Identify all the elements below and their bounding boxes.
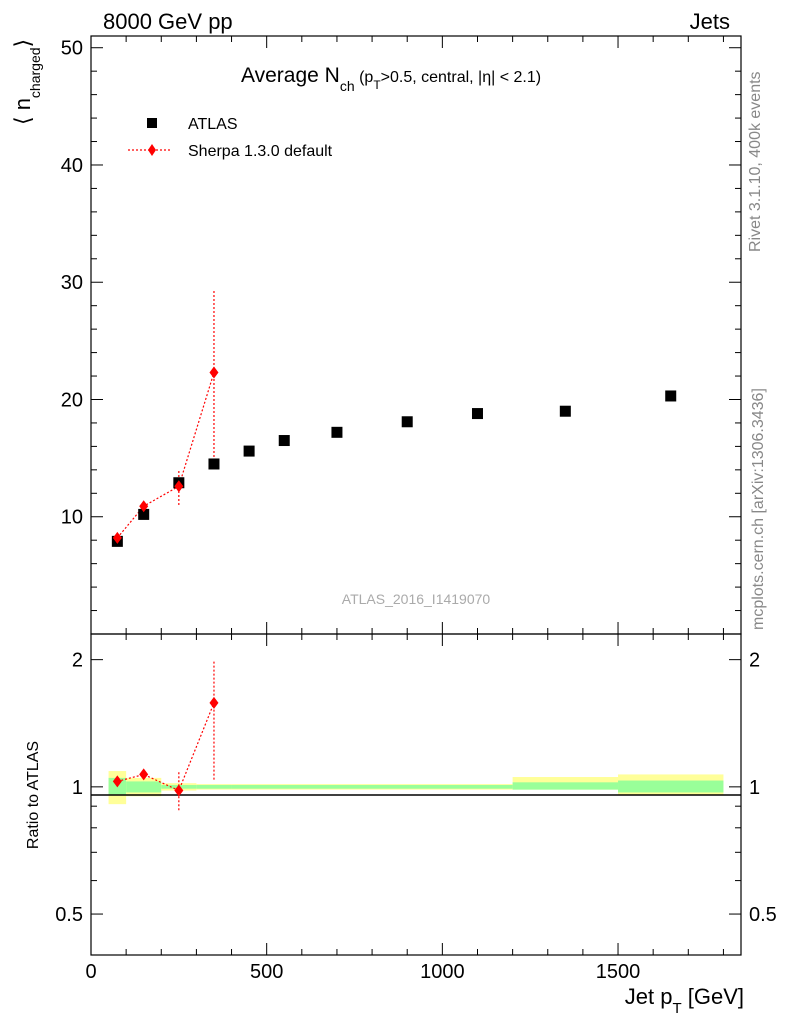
x-tick-labels: 0 500 1000 1500: [85, 961, 640, 983]
y-tick-label: 50: [61, 38, 83, 60]
ratio-y-tick-label-right: 0.5: [749, 904, 777, 926]
main-y-tick-labels: 10 20 30 40 50: [61, 38, 83, 529]
ylabel-left: ⟨ n: [10, 98, 35, 125]
main-panel-ticks: [90, 36, 741, 635]
ylabel-sub: charged: [27, 47, 43, 98]
ratio-series-line: [117, 702, 215, 792]
atlas-data-point: [331, 426, 343, 438]
y-tick-label: 10: [61, 507, 83, 529]
side-label-bottom: mcplots.cern.ch [arXiv:1306.3436]: [750, 388, 767, 630]
title-sub: ch: [340, 78, 355, 94]
atlas-data-point: [208, 458, 220, 470]
xlabel-sub: T: [672, 1000, 681, 1017]
ratio-data: [112, 659, 219, 811]
atlas-data-point: [559, 405, 571, 417]
band-inner: [618, 780, 724, 793]
main-data: [111, 290, 677, 547]
header-right: Jets: [690, 9, 730, 34]
header-left: 8000 GeV pp: [103, 9, 233, 34]
mc-series-line: [116, 372, 215, 539]
x-tick-label: 500: [250, 961, 283, 983]
band-inner: [231, 785, 513, 789]
ratio-y-axis-label: Ratio to ATLAS: [25, 741, 42, 849]
ratio-panel-ticks: [90, 634, 741, 956]
ratio-y-tick-label: 0.5: [55, 904, 83, 926]
title-eta: η: [482, 69, 491, 86]
ratio-data-point: [174, 784, 184, 797]
band-inner: [126, 781, 162, 793]
analysis-watermark: ATLAS_2016_I1419070: [342, 591, 491, 607]
atlas-data-point: [401, 416, 413, 428]
y-tick-label: 40: [61, 155, 83, 177]
legend-sherpa-marker: [148, 144, 156, 156]
uncertainty-bands: [108, 771, 724, 805]
ratio-data-point: [112, 775, 122, 788]
title-cut-open: (p: [355, 69, 374, 86]
chart-title: Average Nch (pT>0.5, central, |η| < 2.1): [241, 64, 541, 94]
ratio-y-tick-label: 1: [72, 777, 83, 799]
atlas-data-point: [243, 445, 255, 457]
y-tick-label: 20: [61, 389, 83, 411]
legend-atlas-label: ATLAS: [188, 116, 238, 133]
ylabel-right: ⟩: [10, 39, 35, 48]
ratio-panel-frame: [90, 633, 742, 956]
atlas-data-point: [138, 508, 150, 520]
title-cut-close: | < 2.1): [491, 69, 541, 86]
ratio-y-tick-label-right: 1: [749, 777, 760, 799]
mc-data-point: [112, 531, 122, 544]
x-tick-label: 0: [85, 961, 96, 983]
x-axis-label: Jet pT [GeV]: [625, 984, 744, 1017]
legend-atlas-marker: [147, 118, 157, 128]
title-cut-rest: >0.5, central, |: [381, 69, 483, 86]
y-tick-label: 30: [61, 272, 83, 294]
mc-data-point: [209, 366, 219, 379]
ratio-y-tick-label-right: 2: [749, 650, 760, 672]
ratio-data-point: [209, 696, 219, 709]
mc-data-point: [174, 480, 184, 493]
ratio-y-tick-labels: 0.5 0.5 1 1 2 2: [55, 650, 777, 926]
main-y-axis-label: ⟨ ncharged⟩: [10, 39, 43, 125]
title-main: Average N: [241, 64, 340, 87]
xlabel-unit: [GeV]: [682, 984, 744, 1009]
atlas-data-point: [471, 408, 483, 420]
ratio-y-tick-label: 2: [72, 650, 83, 672]
x-tick-label: 1000: [420, 961, 465, 983]
legend-sherpa-label: Sherpa 1.3.0 default: [188, 143, 333, 160]
atlas-data-point: [278, 435, 290, 447]
x-tick-label: 1500: [596, 961, 641, 983]
main-panel: 10 20 30 40 50 Average Nch (pT>0.5, central,…: [10, 35, 742, 635]
band-inner: [512, 782, 619, 790]
xlabel-main: Jet p: [625, 984, 673, 1009]
ratio-data-point: [139, 768, 149, 781]
ratio-panel: 0.5 0.5 1 1 2 2 0 500 1000 1500 Ratio to ATLAS J…: [25, 633, 777, 1017]
mc-data-point: [139, 500, 149, 513]
band-inner: [196, 785, 232, 789]
side-label-top: Rivet 3.1.10, 400k events: [747, 71, 764, 252]
title-cut-sub: T: [373, 78, 381, 92]
legend: ATLAS Sherpa 1.3.0 default: [128, 116, 333, 160]
atlas-data-point: [665, 390, 677, 402]
